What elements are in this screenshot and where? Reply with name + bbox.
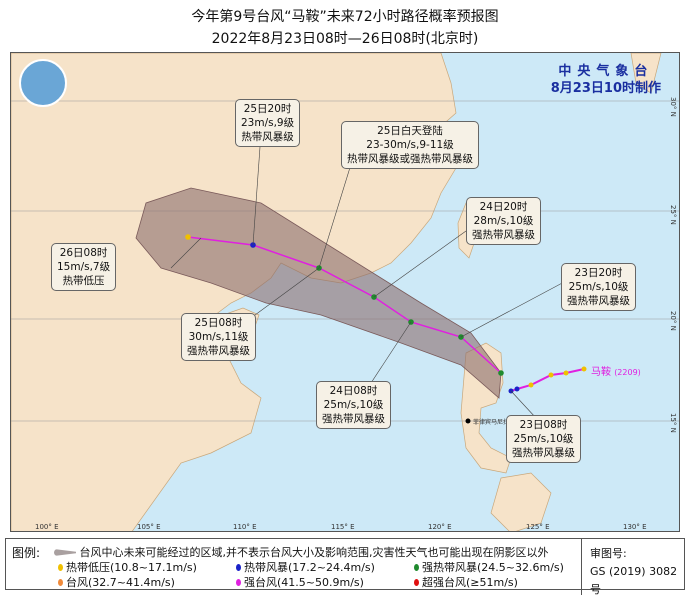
past-point — [581, 366, 587, 372]
storm-name-label: 马鞍 (2209) — [591, 367, 641, 378]
agency-block: 中央气象台 8月23日10时制作 — [551, 63, 661, 97]
legend-item: 超强台风(≥51m/s) — [414, 574, 518, 590]
label-landfall: 25日白天登陆 23-30m/s,9-11级 热带风暴级或强热带风暴级 — [341, 121, 479, 169]
approval-number: GS (2019) 3082号 — [590, 565, 678, 596]
city-marker — [465, 418, 471, 424]
japan — [630, 53, 662, 94]
lat-tick: 30° N — [669, 97, 677, 117]
legend-title: 图例: — [12, 546, 41, 560]
lon-tick: 100° E — [35, 523, 59, 531]
lon-tick: 125° E — [526, 523, 550, 531]
legend-item: 强台风(41.5~50.9m/s) — [236, 574, 364, 590]
lat-tick: 15° N — [669, 413, 677, 433]
approval-box: 审图号: GS (2019) 3082号 — [581, 539, 684, 596]
leader-lines — [170, 132, 567, 419]
lon-tick: 130° E — [623, 523, 647, 531]
lat-tick: 20° N — [669, 311, 677, 331]
label-24-20: 24日20时 28m/s,10级 强热带风暴级 — [466, 197, 541, 245]
legend-item: 台风(32.7~41.4m/s) — [58, 574, 175, 590]
lon-tick: 115° E — [331, 523, 355, 531]
approval-label: 审图号: — [590, 547, 627, 560]
past-point — [514, 386, 520, 392]
legend: 图例: 台风中心未来可能经过的区域,并不表示台风大小及影响范围,灾害性天气也可能… — [5, 538, 685, 596]
lat-tick: 25° N — [669, 205, 677, 225]
agency-name: 中央气象台 — [558, 64, 654, 79]
label-25-20: 25日20时 23m/s,9级 热带风暴级 — [235, 99, 301, 147]
legend-item: 热带风暴(17.2~24.4m/s) — [236, 559, 375, 575]
lon-tick: 110° E — [233, 523, 257, 531]
cma-logo — [19, 59, 67, 107]
label-23-08: 23日08时 25m/s,10级 强热带风暴级 — [506, 415, 581, 463]
issue-time: 8月23日10时制作 — [550, 81, 661, 96]
map-subtitle: 2022年8月23日08时—26日08时(北京时) — [211, 31, 479, 47]
typhoon-track-map: 菲律宾马尼拉 中央气象台 8月23日10时制作 25日20时 23m/s,9级 热带… — [10, 52, 680, 532]
legend-item: 强热带风暴(24.5~32.6m/s) — [414, 559, 564, 575]
past-point — [563, 370, 569, 376]
label-23-20: 23日20时 25m/s,10级 强热带风暴级 — [561, 263, 636, 311]
map-title: 今年第9号台风“马鞍”未来72小时路径概率预报图 — [191, 9, 499, 25]
label-24-08: 24日08时 25m/s,10级 强热带风暴级 — [316, 381, 391, 429]
legend-item: 热带低压(10.8~17.1m/s) — [58, 559, 197, 575]
legend-cone: 台风中心未来可能经过的区域,并不表示台风大小及影响范围,灾害性天气也可能出现在阴… — [54, 544, 549, 560]
label-25-08: 25日08时 30m/s,11级 强热带风暴级 — [181, 313, 256, 361]
probability-cone — [135, 187, 502, 399]
past-track — [510, 368, 585, 392]
forecast-point — [185, 234, 191, 240]
visayas — [490, 472, 552, 531]
past-point — [528, 382, 534, 388]
lon-tick: 105° E — [137, 523, 161, 531]
lon-tick: 120° E — [428, 523, 452, 531]
forecast-point — [498, 370, 504, 376]
past-point — [548, 372, 554, 378]
city-label: 菲律宾马尼拉 — [473, 418, 509, 426]
label-26-08: 26日08时 15m/s,7级 热带低压 — [51, 243, 117, 291]
